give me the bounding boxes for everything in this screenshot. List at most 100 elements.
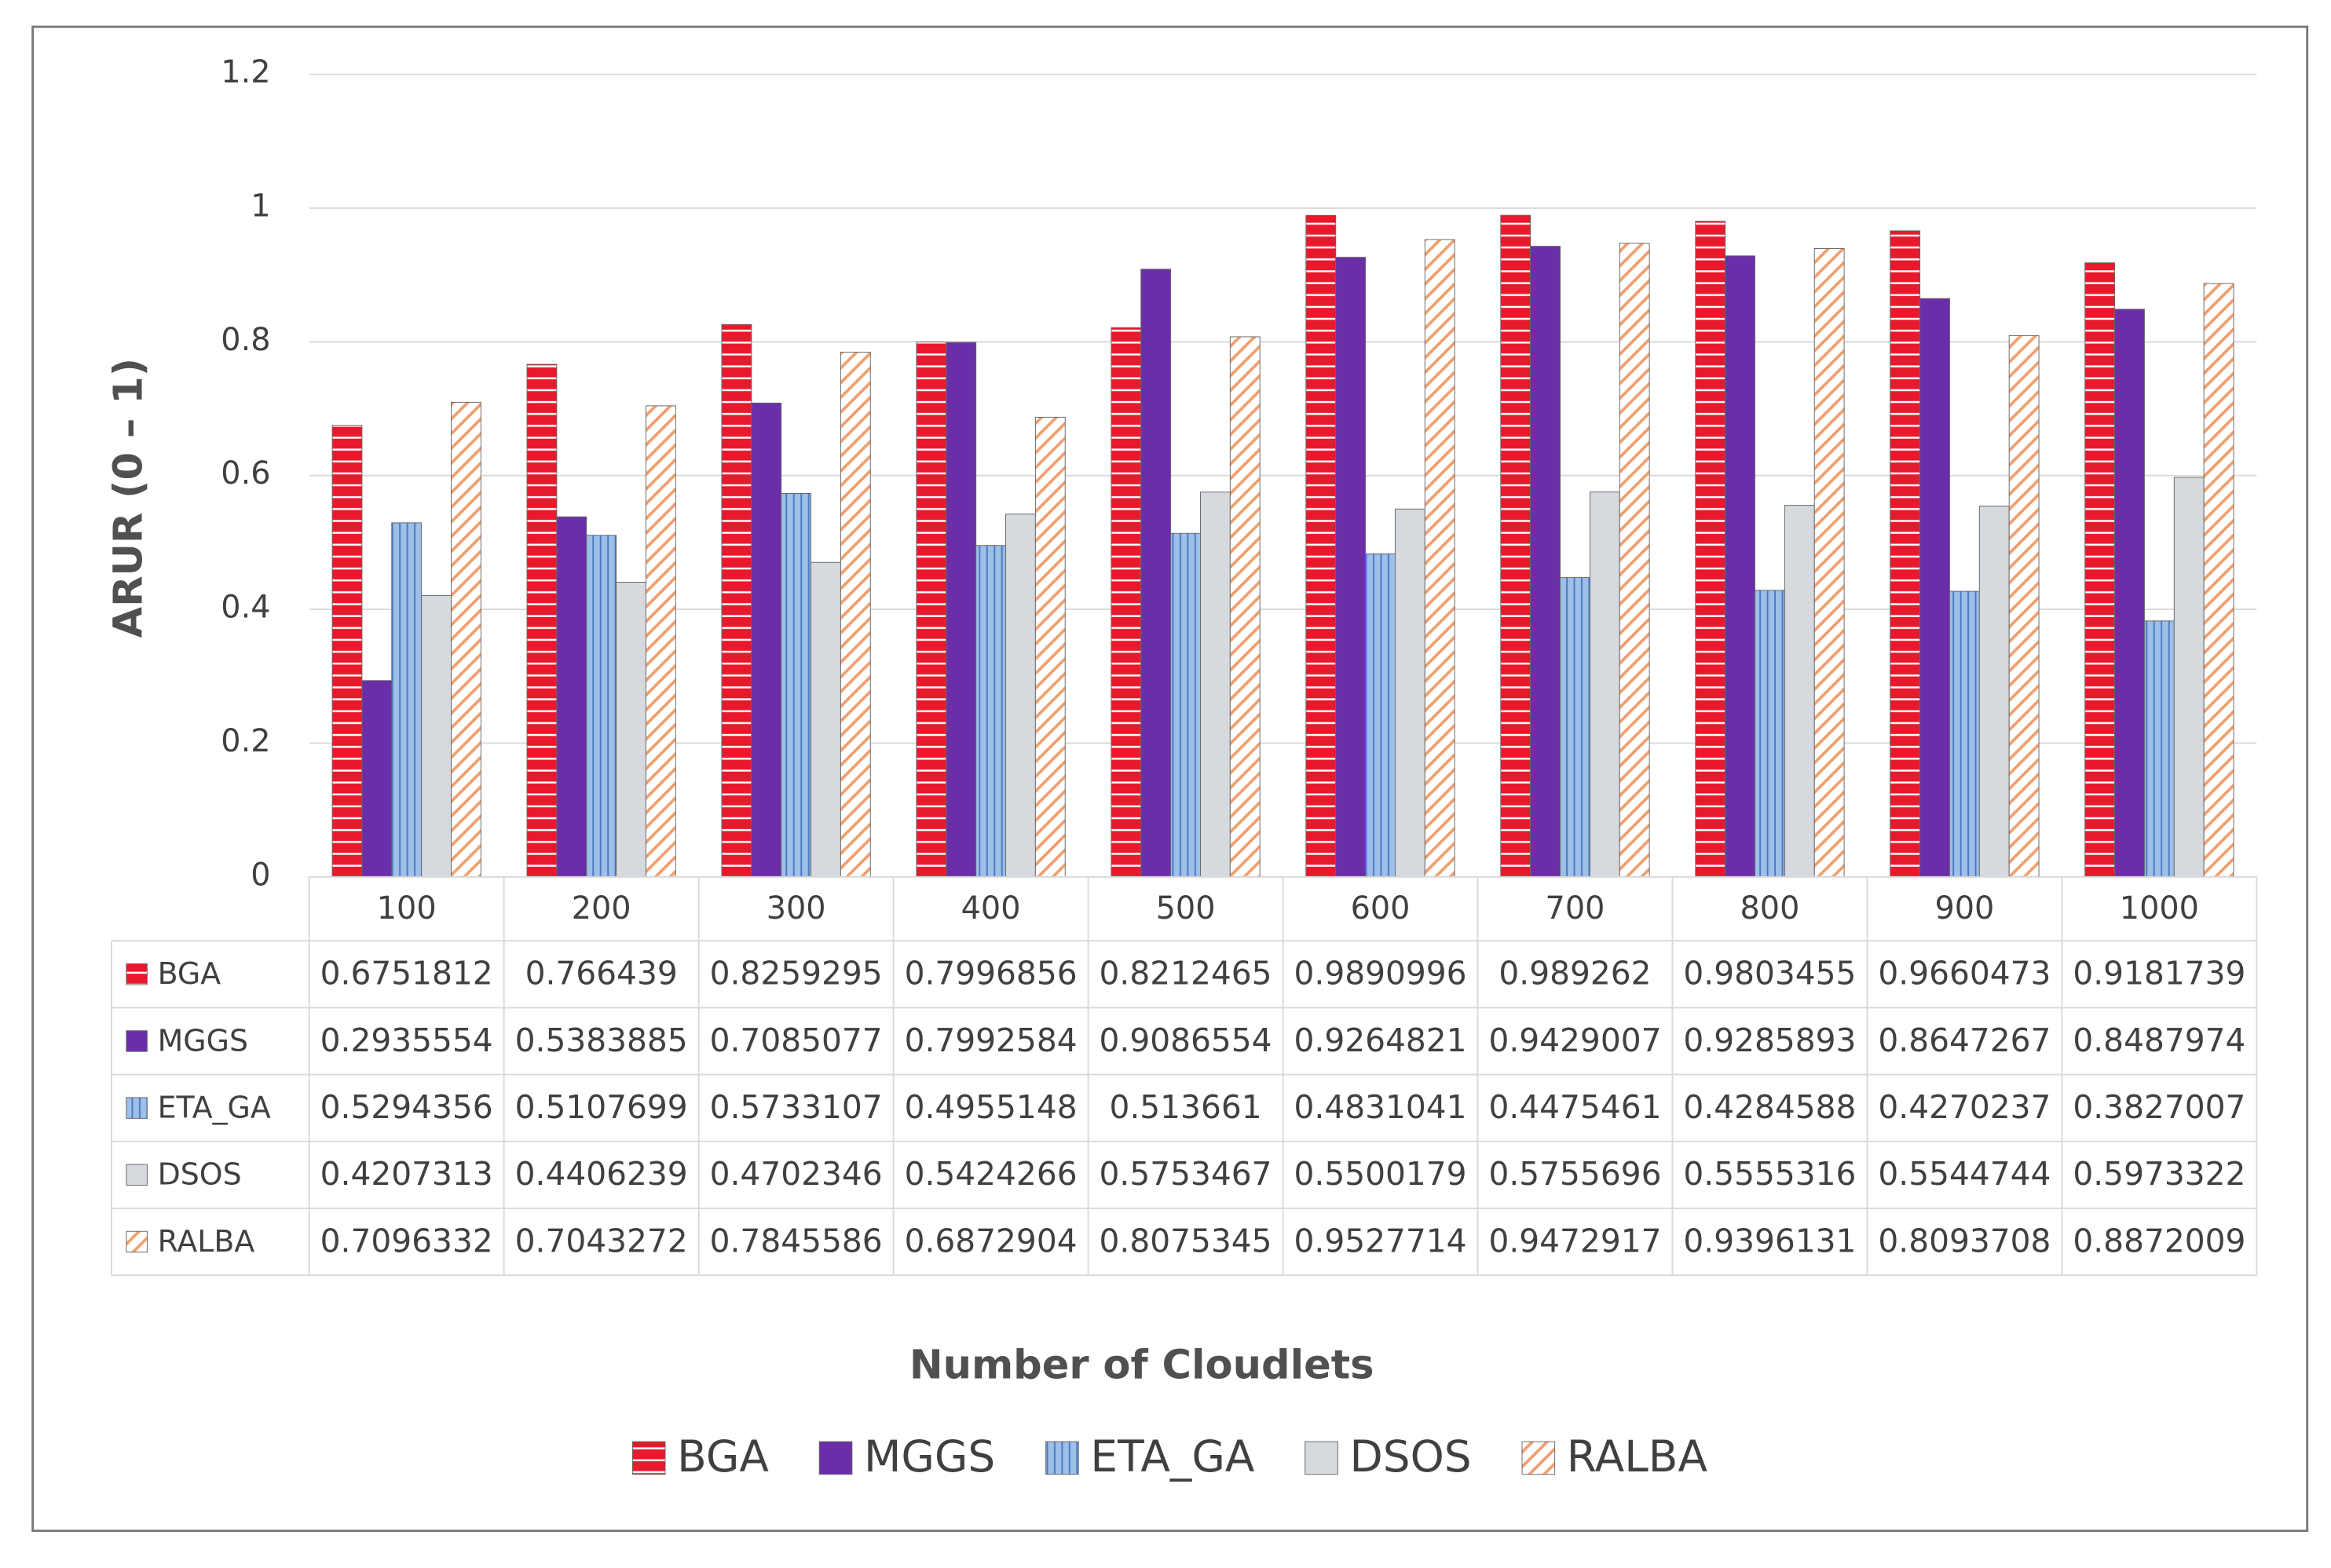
bar — [1500, 214, 1531, 878]
table-cell: 0.5755696 — [1488, 1155, 1661, 1193]
bar — [1919, 298, 1950, 878]
bar — [586, 535, 617, 878]
legend-key — [1305, 1441, 1338, 1475]
table-cell: 0.5544744 — [1878, 1155, 2051, 1193]
legend-item: ETA_GA — [1045, 1431, 1255, 1482]
bar — [331, 425, 363, 878]
x-tick-label: 1000 — [2120, 890, 2199, 927]
legend: BGA MGGS ETA_GA DSOS RALBA — [631, 1431, 1707, 1482]
table-cell: 0.4702346 — [710, 1155, 883, 1193]
table-cell: 0.5555316 — [1683, 1155, 1856, 1193]
bar — [1394, 508, 1425, 878]
table-cell: 0.9181739 — [2073, 955, 2245, 992]
table-row-label: RALBA — [158, 1224, 255, 1259]
bar — [840, 352, 871, 878]
bar — [1200, 492, 1231, 878]
table-cell: 0.9429007 — [1488, 1022, 1661, 1059]
bar — [1784, 505, 1815, 878]
x-tick-label: 400 — [961, 890, 1021, 927]
table-cell: 0.7085077 — [710, 1022, 883, 1059]
table-cell: 0.9890996 — [1294, 955, 1467, 992]
table-cell: 0.9285893 — [1683, 1022, 1856, 1059]
table-cell: 0.3827007 — [2073, 1088, 2245, 1126]
table-cell: 0.5500179 — [1294, 1155, 1467, 1193]
bar — [2008, 334, 2040, 878]
table-cell: 0.989262 — [1498, 955, 1651, 992]
legend-label: ETA_GA — [1090, 1431, 1254, 1482]
table-cell: 0.9396131 — [1683, 1222, 1856, 1259]
legend-key — [631, 1441, 666, 1475]
table-cell: 0.5733107 — [710, 1088, 883, 1126]
legend-item: RALBA — [1521, 1431, 1707, 1482]
legend-item: MGGS — [818, 1431, 995, 1482]
x-tick-label: 700 — [1546, 890, 1605, 927]
table-legend-key — [126, 1030, 148, 1052]
table-cell: 0.6751812 — [320, 955, 493, 992]
legend-item: BGA — [631, 1431, 769, 1482]
x-tick-label: 600 — [1351, 890, 1411, 927]
y-tick-label: 1.2 — [221, 54, 270, 90]
bar — [2203, 283, 2234, 878]
table-cell: 0.2935554 — [320, 1022, 493, 1059]
table-cell: 0.4207313 — [320, 1155, 493, 1193]
table-cell: 0.4406239 — [515, 1155, 688, 1193]
bar — [451, 401, 481, 878]
bar — [1890, 230, 1921, 878]
y-tick-label: 0.6 — [221, 455, 270, 492]
bar — [421, 594, 452, 878]
bar — [1530, 246, 1561, 878]
bar — [916, 342, 947, 878]
bar — [1034, 416, 1066, 878]
y-axis-title: ARUR (0 – 1) — [106, 358, 152, 638]
bar — [1755, 590, 1785, 878]
legend-key — [818, 1441, 853, 1475]
bar — [721, 323, 752, 878]
table-cell: 0.7845586 — [710, 1222, 883, 1259]
table-cell: 0.9472917 — [1488, 1222, 1661, 1259]
bar — [975, 545, 1006, 878]
table-row-label: DSOS — [158, 1157, 242, 1192]
bar — [1229, 336, 1261, 878]
table-cell: 0.5294356 — [320, 1088, 493, 1126]
x-tick-label: 900 — [1934, 890, 1994, 927]
table-cell: 0.9803455 — [1683, 955, 1856, 992]
bar — [1005, 514, 1036, 878]
table-cell: 0.4475461 — [1488, 1088, 1661, 1126]
table-cell: 0.8872009 — [2073, 1222, 2245, 1259]
bar — [946, 342, 977, 878]
bar — [1111, 327, 1142, 878]
table-row-label: MGGS — [158, 1023, 248, 1058]
table-cell: 0.7043272 — [515, 1222, 688, 1259]
table-cell: 0.5107699 — [515, 1088, 688, 1126]
table-cell: 0.4955148 — [905, 1088, 1078, 1126]
table-legend-key — [126, 1230, 148, 1253]
legend-label: DSOS — [1350, 1431, 1472, 1482]
bar — [1725, 255, 1755, 878]
bar — [1170, 532, 1201, 878]
bar — [1589, 492, 1620, 878]
bar — [1365, 553, 1396, 878]
bar — [1949, 590, 1980, 878]
bar — [616, 582, 646, 878]
table-cell: 0.8487974 — [2073, 1022, 2245, 1059]
bar — [811, 561, 841, 878]
table-cell: 0.9264821 — [1294, 1022, 1467, 1059]
table-row-label: BGA — [158, 956, 221, 991]
table-cell: 0.5753467 — [1100, 1155, 1272, 1193]
table-legend-key — [126, 963, 148, 985]
table-cell: 0.4831041 — [1294, 1088, 1467, 1126]
legend-key — [1521, 1441, 1556, 1475]
legend-item: DSOS — [1305, 1431, 1472, 1482]
bar — [751, 402, 782, 878]
table-cell: 0.4270237 — [1878, 1088, 2051, 1126]
table-cell: 0.9086554 — [1100, 1022, 1272, 1059]
legend-label: BGA — [677, 1431, 769, 1482]
bar — [1695, 221, 1726, 878]
bar — [645, 405, 676, 878]
bar — [1978, 506, 2010, 878]
legend-key — [1045, 1441, 1079, 1475]
bar — [556, 516, 587, 878]
bar — [526, 364, 558, 878]
table-legend-key — [126, 1164, 148, 1186]
bar — [2143, 620, 2175, 878]
